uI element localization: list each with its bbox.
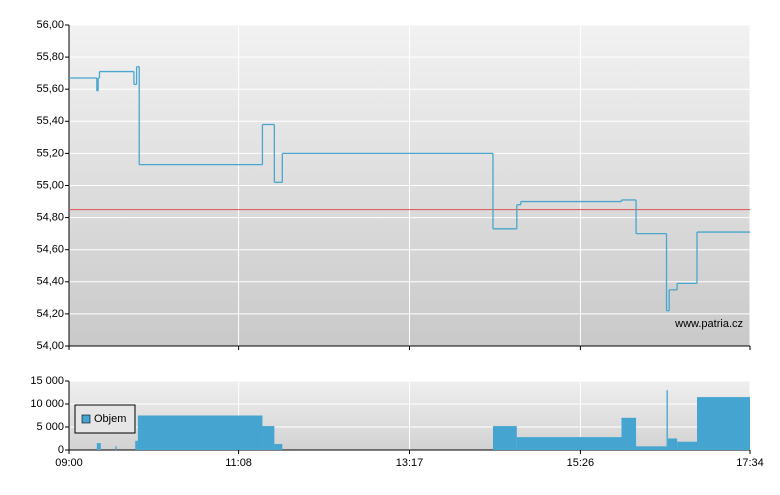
- x-tick-label: 15:26: [567, 457, 595, 469]
- volume-bar: [274, 444, 283, 450]
- volume-bar: [621, 417, 637, 450]
- x-tick-label: 11:08: [225, 457, 252, 469]
- x-tick-label: 13:17: [396, 457, 424, 469]
- y-tick-label: 54,60: [36, 244, 64, 256]
- y-tick-label: 54,20: [36, 308, 64, 320]
- y-tick-label: 54,80: [36, 212, 64, 224]
- volume-bar: [262, 426, 275, 450]
- volume-bar: [115, 446, 117, 450]
- y-tick-label: 55,20: [36, 147, 64, 159]
- volume-bar: [636, 446, 667, 450]
- y-tick-label: 5 000: [36, 421, 64, 433]
- volume-bar: [492, 426, 517, 450]
- y-tick-label: 54,40: [36, 276, 64, 288]
- y-tick-label: 54,00: [36, 340, 64, 352]
- volume-bar: [666, 390, 668, 450]
- y-tick-label: 55,40: [36, 115, 64, 127]
- watermark: www.patria.cz: [674, 318, 743, 330]
- volume-bar: [135, 440, 138, 450]
- legend-swatch: [81, 414, 91, 424]
- y-tick-label: 55,80: [36, 51, 64, 63]
- legend-label: Objem: [94, 413, 126, 425]
- y-tick-label: 55,00: [36, 179, 64, 191]
- volume-bar: [697, 397, 750, 450]
- volume-bar: [667, 438, 678, 450]
- volume-bar: [677, 441, 698, 450]
- y-tick-label: 0: [58, 444, 64, 456]
- volume-bar: [96, 443, 101, 450]
- y-tick-label: 15 000: [30, 375, 64, 387]
- y-tick-label: 10 000: [30, 398, 64, 410]
- x-tick-label: 17:34: [736, 457, 764, 469]
- x-tick-label: 09:00: [55, 457, 83, 469]
- y-tick-label: 55,60: [36, 83, 64, 95]
- volume-bar: [137, 415, 263, 450]
- volume-bar: [516, 437, 622, 450]
- y-tick-label: 56,00: [36, 19, 64, 31]
